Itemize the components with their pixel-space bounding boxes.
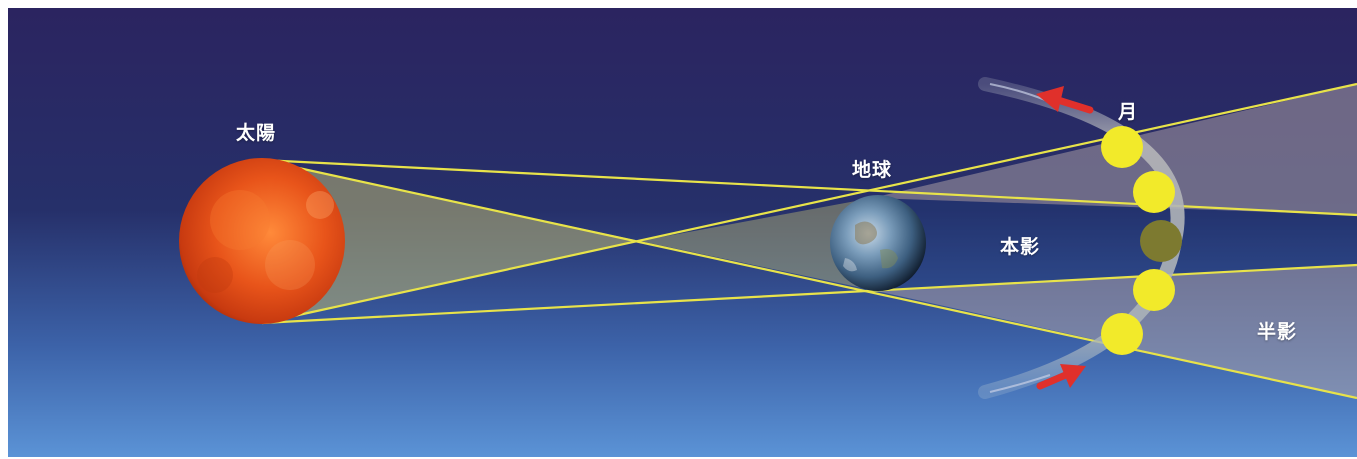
- penumbra-label: 半影: [1257, 321, 1298, 343]
- sun-cone: [262, 160, 640, 323]
- moon-icon: [1101, 126, 1143, 168]
- earth-label: 地球: [852, 159, 893, 181]
- moon-label: 月: [1118, 101, 1139, 123]
- arrow-icon: [1036, 86, 1094, 114]
- sun-label: 太陽: [236, 122, 277, 144]
- moon-icon: [1133, 269, 1175, 311]
- earth-icon: [830, 195, 926, 291]
- shadow-cones: [262, 84, 1357, 398]
- sun-icon: [179, 158, 345, 324]
- moon-icon: [1101, 313, 1143, 355]
- moon-phases: [1101, 126, 1182, 355]
- tangent-line-lower-cross: [261, 82, 1357, 325]
- moon-orbit-tail-top: [989, 83, 1046, 101]
- umbra-label: 本影: [1000, 236, 1041, 258]
- tangent-line-lower-inner: [261, 263, 1357, 325]
- moon-icon: [1133, 171, 1175, 213]
- moon-icon: [1140, 220, 1182, 262]
- tangent-line-upper-cross: [261, 158, 1357, 400]
- moon-orbit-tail-bottom: [989, 374, 1051, 393]
- earth-cone: [640, 198, 872, 290]
- umbra-region: [872, 198, 1357, 290]
- arrow-icon: [1036, 364, 1086, 390]
